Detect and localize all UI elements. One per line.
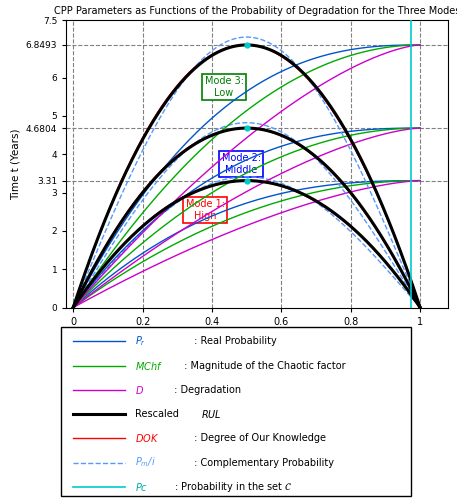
Title: CPP Parameters as Functions of the Probability of Degradation for the Three Mode: CPP Parameters as Functions of the Proba… [54,6,457,16]
Text: : Degradation: : Degradation [171,385,241,395]
Text: $RUL$: $RUL$ [202,408,222,420]
FancyBboxPatch shape [61,327,410,496]
Text: : Probability in the set $\mathcal{C}$: : Probability in the set $\mathcal{C}$ [171,480,292,494]
Text: $D$: $D$ [135,384,144,396]
Text: $MChf$: $MChf$ [135,360,163,372]
X-axis label: Pr, MChf, D, Rescaled RUL, DOK, Pm/i, and Pc: Pr, MChf, D, Rescaled RUL, DOK, Pm/i, an… [139,332,375,342]
Text: Mode 2:
Middle: Mode 2: Middle [222,153,261,174]
Text: $P_{m}$/i: $P_{m}$/i [135,456,156,469]
Text: Rescaled: Rescaled [135,409,182,419]
Y-axis label: Time t (Years): Time t (Years) [10,128,20,200]
Text: : Degree of Our Knowledge: : Degree of Our Knowledge [191,434,326,444]
Text: $DOK$: $DOK$ [135,432,159,444]
Text: $Pc$: $Pc$ [135,481,148,493]
Text: : Complementary Probability: : Complementary Probability [191,458,335,468]
Text: : Real Probability: : Real Probability [191,336,277,346]
Text: Mode 1:
High: Mode 1: High [186,199,224,220]
Text: : Magnitude of the Chaotic factor: : Magnitude of the Chaotic factor [181,360,346,370]
Text: Mode 3:
Low: Mode 3: Low [205,76,244,98]
Text: $P_r$: $P_r$ [135,334,146,348]
